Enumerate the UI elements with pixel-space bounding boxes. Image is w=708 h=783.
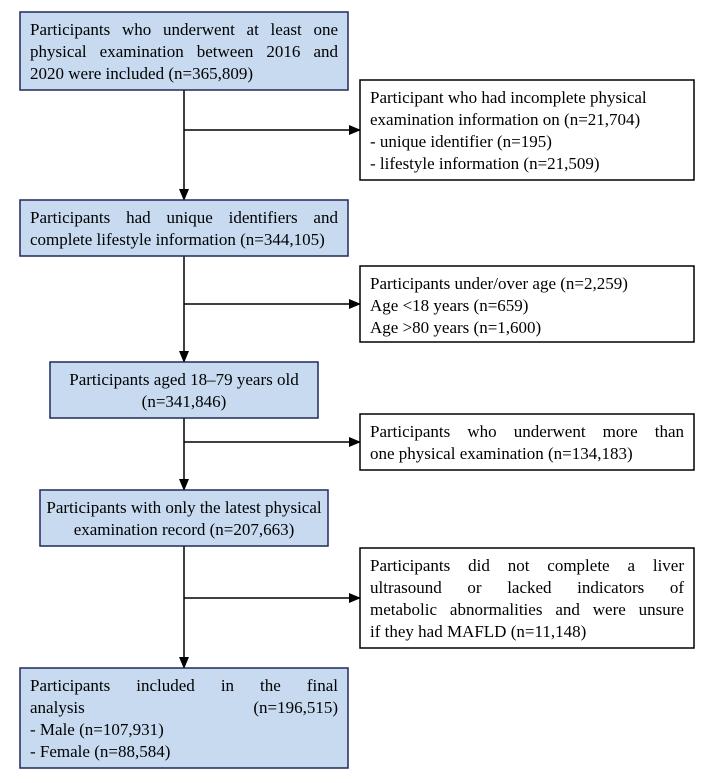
- node-excl1: Participant who had incomplete physical e…: [360, 80, 694, 180]
- node-excl2-line-1: Age <18 years (n=659): [370, 296, 528, 315]
- node-excl4-line-0: Participants did not complete a liver: [370, 556, 684, 575]
- node-excl4-line-3: if they had MAFLD (n=11,148): [370, 622, 586, 641]
- node-main5: Participants included in the final analys…: [20, 668, 348, 768]
- node-excl4: Participants did not complete a liver ult…: [360, 548, 694, 648]
- node-excl1-line-3: - lifestyle information (n=21,509): [370, 154, 600, 173]
- node-main3-line-0: Participants aged 18–79 years old: [69, 370, 299, 389]
- node-main5-line-2: - Male (n=107,931): [30, 720, 164, 739]
- node-main5-line-3: - Female (n=88,584): [30, 742, 170, 761]
- node-main1-line-1: physical examination between 2016 and: [30, 42, 338, 61]
- node-excl1-line-0: Participant who had incomplete physical: [370, 88, 647, 107]
- node-main4: Participants with only the latest physic…: [40, 490, 328, 546]
- node-main4-line-0: Participants with only the latest physic…: [46, 498, 322, 517]
- node-main2-line-0: Participants had unique identifiers and: [30, 208, 338, 227]
- node-excl1-line-2: - unique identifier (n=195): [370, 132, 552, 151]
- node-main2: Participants had unique identifiers and c…: [20, 200, 348, 256]
- node-excl4-line-2: metabolic abnormalities and were unsure: [370, 600, 684, 619]
- node-excl1-line-1: examination information on (n=21,704): [370, 110, 640, 129]
- node-excl2-line-2: Age >80 years (n=1,600): [370, 318, 541, 337]
- node-main2-line-1: complete lifestyle information (n=344,10…: [30, 230, 325, 249]
- node-excl2: Participants under/over age (n=2,259) Age…: [360, 266, 694, 342]
- node-main3: Participants aged 18–79 years old (n=341,…: [50, 362, 318, 418]
- node-main1: Participants who underwent at least one p…: [20, 12, 348, 90]
- node-excl3-line-0: Participants who underwent more than: [370, 422, 685, 441]
- node-main3-line-1: (n=341,846): [142, 392, 227, 411]
- node-main5-line-1: analysis (n=196,515): [30, 698, 338, 717]
- node-main1-line-0: Participants who underwent at least one: [30, 20, 338, 39]
- flowchart-diagram: Participants who underwent at least one p…: [0, 0, 708, 783]
- node-excl2-line-0: Participants under/over age (n=2,259): [370, 274, 628, 293]
- node-main4-line-1: examination record (n=207,663): [74, 520, 295, 539]
- node-main5-line-0: Participants included in the final: [30, 676, 338, 695]
- node-excl3-line-1: one physical examination (n=134,183): [370, 444, 633, 463]
- node-excl3: Participants who underwent more than one …: [360, 414, 694, 470]
- node-main1-line-2: 2020 were included (n=365,809): [30, 64, 253, 83]
- node-excl4-line-1: ultrasound or lacked indicators of: [370, 578, 684, 597]
